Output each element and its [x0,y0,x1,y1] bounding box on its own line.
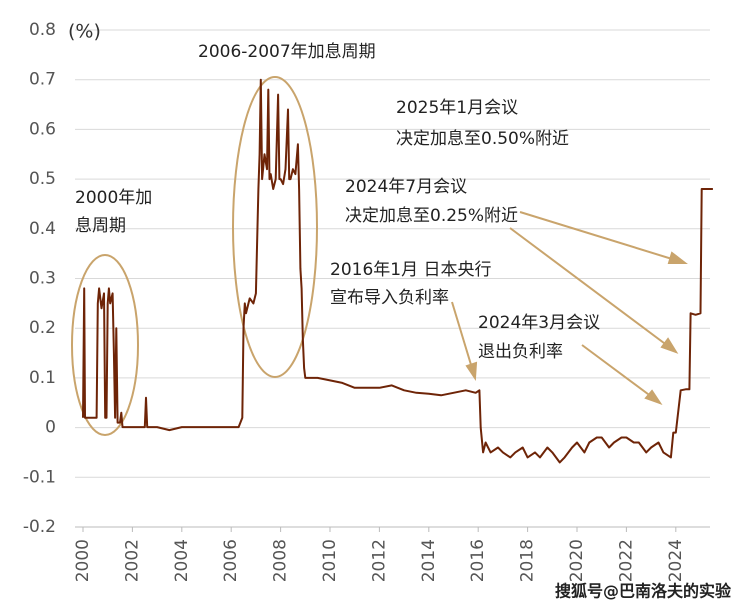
y-tick-label: 0.7 [29,70,56,90]
arrow [509,227,677,353]
y-tick-label: 0.4 [29,219,56,239]
y-unit: (%) [68,21,101,43]
x-tick-label: 2014 [419,539,439,582]
callouts [71,76,688,436]
y-tick-label: 0.2 [29,318,56,338]
annotation: 2006-2007年加息周期 [198,42,376,62]
watermark: 搜狐号@巴南洛夫的实验 [555,582,732,601]
x-tick-label: 2010 [320,539,340,582]
annotation: 决定加息至0.50%附近 [396,129,569,149]
x-tick-label: 2018 [518,539,538,582]
annotation: 退出负利率 [478,342,563,362]
annotation: 决定加息至0.25%附近 [345,206,518,226]
x-tick-label: 2022 [616,539,636,582]
y-tick-label: -0.2 [23,517,56,537]
y-tick-label: 0.5 [29,169,56,189]
x-tick-label: 2002 [122,539,142,582]
arrow-head [644,389,663,405]
arrow [519,211,686,264]
y-tick-label: 0.1 [29,368,56,388]
x-tick-label: 2012 [369,539,389,582]
x-tick-label: 2000 [73,539,93,582]
annotation: 2025年1月会议 [396,98,518,118]
x-tick-label: 2016 [468,539,488,582]
y-tick-label: -0.1 [23,467,56,487]
arrow-head [660,337,679,354]
x-tick-label: 2006 [221,539,241,582]
arrow-head [465,361,478,382]
annotation: 宣布导入负利率 [330,288,449,308]
arrow [581,344,661,404]
annotation: 息周期 [75,216,126,236]
highlight-ellipse [232,76,318,378]
y-tick-label: 0.8 [29,20,56,40]
highlight-ellipse [71,254,139,436]
arrow-head [667,251,688,264]
y-tick-label: 0 [45,418,56,438]
annotation: 2016年1月 日本央行 [330,260,491,280]
annotation: 2024年7月会议 [345,177,467,197]
x-tick-label: 2020 [567,539,587,582]
annotation: 2024年3月会议 [478,313,600,333]
x-tick-label: 2024 [666,539,686,582]
x-tick-label: 2004 [172,539,192,582]
x-tick-label: 2008 [271,539,291,582]
annotation: 2000年加 [75,188,152,208]
y-tick-label: 0.6 [29,119,56,139]
series-line [82,78,713,464]
y-tick-label: 0.3 [29,269,56,289]
